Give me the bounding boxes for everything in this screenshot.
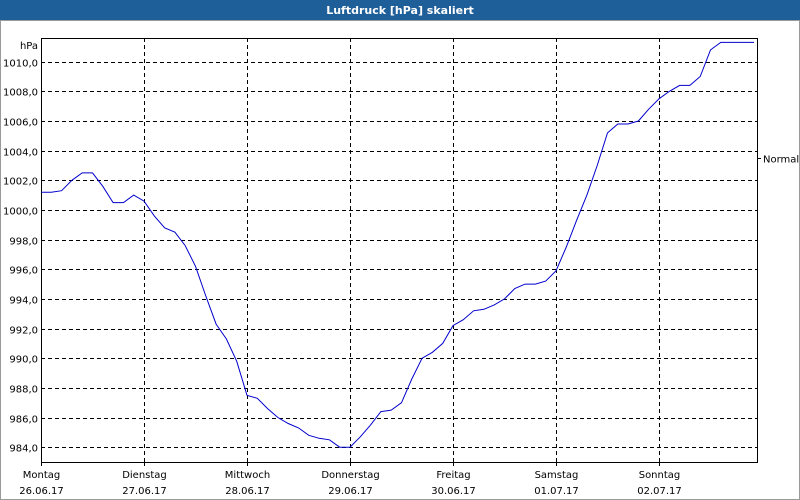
x-tick-date-label: 29.06.17	[328, 486, 373, 497]
x-tick-day-label: Mittwoch	[225, 470, 270, 481]
chart-title: Luftdruck [hPa] skaliert	[0, 0, 800, 20]
y-axis-label: hPa	[20, 41, 38, 52]
y-tick-label: 988,0	[9, 385, 38, 396]
chart-frame	[0, 20, 800, 500]
x-tick-date-label: 27.06.17	[122, 486, 167, 497]
y-tick-label: 990,0	[9, 355, 38, 366]
y-tick-label: 1004,0	[3, 148, 38, 159]
y-tick-label: 1006,0	[3, 118, 38, 129]
x-tick-date-label: 28.06.17	[225, 486, 270, 497]
y-tick-label: 1000,0	[3, 207, 38, 218]
x-tick-date-label: 26.06.17	[19, 486, 64, 497]
y-tick-label: 1002,0	[3, 177, 38, 188]
y-tick-label: 1008,0	[3, 88, 38, 99]
x-tick-day-label: Freitag	[436, 470, 470, 481]
x-tick-date-label: 02.07.17	[637, 486, 682, 497]
x-tick-day-label: Donnerstag	[321, 470, 379, 481]
x-tick-day-label: Sonntag	[639, 470, 681, 481]
pressure-series-line	[41, 41, 754, 448]
x-tick-day-label: Montag	[23, 470, 60, 481]
y-tick-label: 986,0	[9, 415, 38, 426]
x-tick-day-label: Dienstag	[122, 470, 167, 481]
y-tick-label: 984,0	[9, 444, 38, 455]
y-tick-label: 996,0	[9, 266, 38, 277]
y-tick-label: 998,0	[9, 237, 38, 248]
x-tick-date-label: 01.07.17	[534, 486, 579, 497]
y-tick-label: 992,0	[9, 326, 38, 337]
y-tick-label: 1010,0	[3, 59, 38, 70]
y-tick-label: 994,0	[9, 296, 38, 307]
x-tick-day-label: Samstag	[535, 470, 579, 481]
plot-area-border	[41, 38, 758, 463]
reference-label: Normal	[763, 155, 799, 166]
x-tick-date-label: 30.06.17	[431, 486, 476, 497]
